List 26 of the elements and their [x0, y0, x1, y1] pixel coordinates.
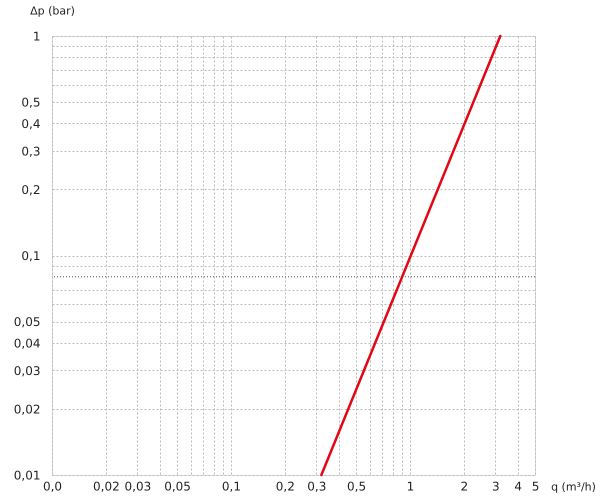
x-tick-label: 0,5 [346, 480, 366, 494]
x-tick-label: 0,3 [307, 480, 326, 494]
y-tick-label: 0,03 [14, 364, 40, 378]
y-tick-label: 0,2 [21, 182, 40, 197]
x-tick-label: 0,2 [276, 480, 295, 494]
y-axis-title: Δp (bar) [30, 4, 75, 18]
x-tick-label: 2 [460, 480, 468, 494]
y-tick-label: 0,01 [14, 468, 40, 482]
y-tick-label: 1 [32, 30, 40, 44]
y-tick-label: 0,4 [21, 116, 40, 131]
x-tick-label: 0,1 [222, 480, 242, 494]
x-tick-label: 0,03 [124, 480, 152, 494]
y-tick-label: 0,1 [21, 249, 40, 263]
x-tick-label: 4 [514, 480, 522, 494]
x-tick-label: 0,0 [42, 480, 62, 494]
x-tick-label: 1 [406, 480, 414, 494]
x-tick-label: 3 [492, 480, 500, 494]
y-tick-label: 0,02 [14, 402, 40, 416]
x-tick-label: 5 [532, 480, 540, 494]
x-tick-label: 0,05 [164, 480, 191, 494]
y-tick-label: 0,5 [21, 96, 40, 110]
x-tick-label: 0,02 [93, 480, 120, 494]
y-tick-label: 0,04 [14, 336, 40, 350]
y-tick-label: 0,3 [21, 144, 40, 158]
y-tick-label: 0,05 [14, 315, 40, 330]
x-axis-title: q (m³/h) [551, 480, 596, 494]
